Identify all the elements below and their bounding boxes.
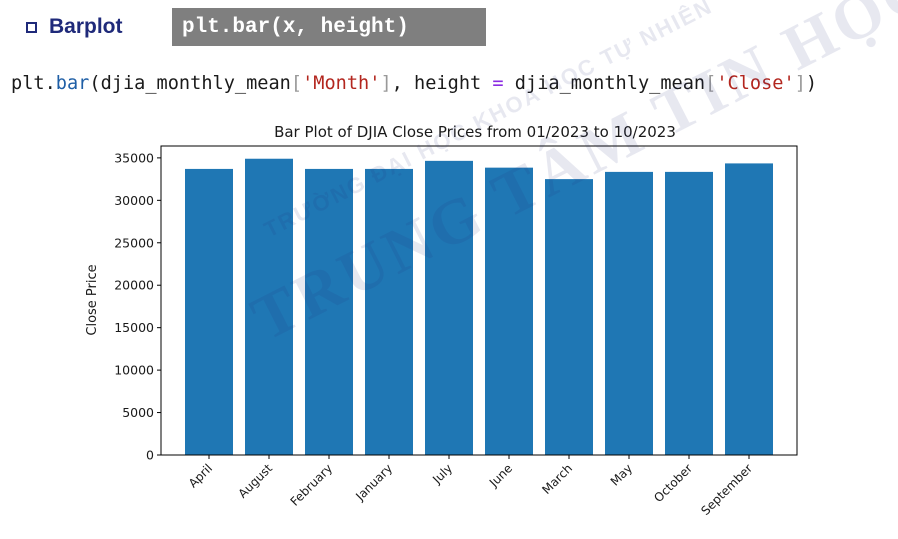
- y-tick-label: 0: [146, 448, 154, 463]
- x-ticks-group: April August February January July June March M…: [186, 455, 755, 518]
- y-tick-label: 20000: [114, 278, 154, 293]
- x-tick-label: May: [608, 461, 635, 488]
- bar-july: [425, 160, 473, 455]
- y-tick-label: 10000: [114, 363, 154, 378]
- code-signature-badge: plt.bar(x, height): [172, 8, 486, 46]
- code-token-bracket: [: [290, 72, 303, 94]
- x-tick-label: September: [698, 461, 755, 518]
- x-tick-label: March: [539, 461, 575, 497]
- bars-group: [185, 158, 773, 455]
- y-tick-label: 5000: [122, 405, 154, 420]
- x-tick-label: August: [236, 461, 276, 501]
- x-tick-label: February: [288, 461, 336, 509]
- chart-title: Bar Plot of DJIA Close Prices from 01/20…: [274, 123, 676, 141]
- code-token-bracket: ]: [380, 72, 392, 94]
- bar-october: [665, 171, 713, 455]
- x-tick-label: April: [186, 461, 215, 490]
- code-token-string: 'Month': [302, 72, 381, 94]
- y-axis-label: Close Price: [85, 264, 100, 335]
- code-token: plt.: [11, 72, 56, 94]
- x-tick-label: June: [486, 461, 515, 490]
- bar-april: [185, 168, 233, 455]
- x-tick-label: January: [352, 461, 395, 504]
- code-token-bracket: [: [705, 72, 717, 94]
- code-line: plt. bar (djia_monthly_mean['Month'], heig…: [11, 64, 891, 102]
- y-tick-label: 25000: [114, 235, 154, 250]
- x-tick-label: October: [651, 461, 695, 505]
- bar-june: [485, 167, 533, 455]
- section-header: Barplot: [26, 8, 149, 46]
- code-token: (djia_monthly_mean: [89, 72, 291, 94]
- bar-may: [605, 171, 653, 455]
- code-token-function: bar: [55, 72, 90, 94]
- code-token-bracket: ]: [794, 72, 806, 94]
- bar-august: [245, 158, 293, 455]
- code-token-string: 'Close': [716, 72, 795, 94]
- bar-january: [365, 168, 413, 455]
- y-tick-label: 35000: [114, 150, 154, 165]
- bar-february: [305, 168, 353, 455]
- plot-frame: [160, 145, 798, 456]
- section-title: Barplot: [49, 15, 123, 38]
- y-ticks-group: 0 5000 10000 15000 20000 25000 30000 35000: [114, 150, 161, 463]
- code-token: djia_monthly_mean: [503, 72, 706, 94]
- y-tick-label: 15000: [114, 320, 154, 335]
- y-tick-label: 30000: [114, 193, 154, 208]
- code-token-operator: =: [492, 72, 504, 94]
- bullet-square-icon: [26, 21, 37, 33]
- code-token: , height: [391, 72, 493, 94]
- x-tick-label: July: [429, 461, 455, 487]
- bar-september: [725, 163, 773, 455]
- bar-march: [545, 179, 593, 455]
- code-token: ): [805, 72, 818, 94]
